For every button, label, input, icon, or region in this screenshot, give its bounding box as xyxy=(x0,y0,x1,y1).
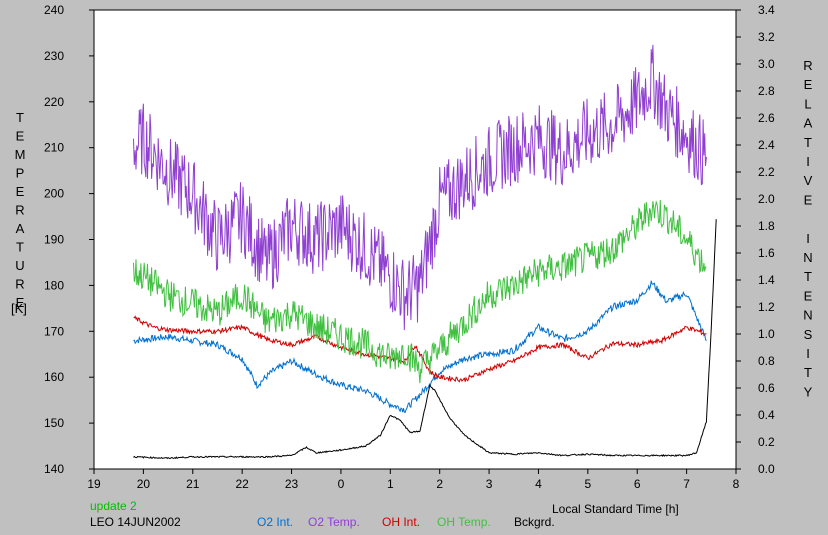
title-letter: E xyxy=(804,288,813,303)
title-letter: T xyxy=(804,135,812,150)
y-right-tick-label: 0.6 xyxy=(758,381,775,395)
y-right-tick-label: 0.8 xyxy=(758,354,775,368)
y-left-tick-label: 190 xyxy=(44,233,64,247)
legend-entry: O2 Int. xyxy=(257,515,293,529)
series-line-o2-temp xyxy=(133,44,707,331)
legend-entry: OH Temp. xyxy=(437,515,491,529)
x-tick-label: 7 xyxy=(683,477,690,491)
y-left-tick-label: 140 xyxy=(44,462,64,476)
title-letter: N xyxy=(803,250,812,265)
x-tick-label: 2 xyxy=(436,477,443,491)
x-tick-label: 8 xyxy=(733,477,740,491)
series-line-bckgrd xyxy=(133,219,717,460)
title-letter: I xyxy=(806,231,810,246)
title-letter: Y xyxy=(804,384,813,399)
title-letter: E xyxy=(16,295,25,310)
x-tick-label: 6 xyxy=(634,477,641,491)
y-right-tick-label: 1.0 xyxy=(758,327,775,341)
title-letter: R xyxy=(803,58,812,73)
y-left-tick-label: 150 xyxy=(44,416,64,430)
title-letter: T xyxy=(16,240,24,255)
series-line-o2-int xyxy=(133,280,707,414)
title-letter: R xyxy=(15,203,24,218)
axis-ticks xyxy=(89,9,741,474)
title-letter: V xyxy=(804,173,813,188)
title-letter: N xyxy=(803,308,812,323)
y-right-tick-label: 1.8 xyxy=(758,219,775,233)
y-right-tick-label: 2.2 xyxy=(758,165,775,179)
site-date-label: LEO 14JUN2002 xyxy=(90,515,181,529)
x-tick-label: 22 xyxy=(235,477,249,491)
title-letter: R xyxy=(15,277,24,292)
y-right-tick-label: 1.4 xyxy=(758,273,775,287)
y-left-tick-label: 180 xyxy=(44,278,64,292)
y-left-tick-label: 230 xyxy=(44,49,64,63)
title-letter: A xyxy=(804,116,813,131)
title-letter: T xyxy=(16,110,24,125)
legend-entry: Bckgrd. xyxy=(514,515,555,529)
y-left-tick-label: 210 xyxy=(44,141,64,155)
title-letter: S xyxy=(804,327,813,342)
x-axis-title: Local Standard Time [h] xyxy=(552,502,679,516)
title-letter: I xyxy=(806,154,810,169)
series-line-oh-int xyxy=(133,315,707,383)
title-letter: T xyxy=(804,365,812,380)
x-tick-label: 4 xyxy=(535,477,542,491)
y-right-tick-label: 2.4 xyxy=(758,138,775,152)
y-right-tick-label: 0.4 xyxy=(758,408,775,422)
legend: O2 Int. O2 Temp. OH Int. OH Temp. Bckgrd. xyxy=(257,515,555,529)
y-right-tick-label: 2.0 xyxy=(758,192,775,206)
title-letter: E xyxy=(804,77,813,92)
legend-entry: OH Int. xyxy=(382,515,420,529)
y-left-tick-label: 240 xyxy=(44,3,64,17)
series-lines xyxy=(133,44,717,460)
title-letter: I xyxy=(806,346,810,361)
title-letter: E xyxy=(804,192,813,207)
y-right-tick-label: 0.2 xyxy=(758,435,775,449)
plot-area xyxy=(93,9,737,470)
y-right-tick-label: 1.6 xyxy=(758,246,775,260)
title-letter: E xyxy=(16,129,25,144)
y-axis-left-unit: [K] xyxy=(11,301,27,316)
x-tick-label: 3 xyxy=(486,477,493,491)
x-tick-label: 23 xyxy=(285,477,299,491)
title-letter: U xyxy=(15,258,24,273)
x-tick-label: 19 xyxy=(87,477,101,491)
title-letter: M xyxy=(15,147,26,162)
legend-entry: O2 Temp. xyxy=(308,515,360,529)
y-right-tick-label: 3.0 xyxy=(758,57,775,71)
y-right-tick-label: 0.0 xyxy=(758,462,775,476)
title-letter: P xyxy=(16,166,25,181)
title-letter: A xyxy=(16,221,25,236)
y-right-tick-label: 2.8 xyxy=(758,84,775,98)
y-left-tick-label: 220 xyxy=(44,95,64,109)
title-letter: T xyxy=(804,269,812,284)
x-tick-label: 20 xyxy=(137,477,151,491)
x-tick-label: 0 xyxy=(338,477,345,491)
y-right-tick-label: 3.4 xyxy=(758,3,775,17)
status-text: update 2 xyxy=(90,499,137,513)
y-right-tick-label: 3.2 xyxy=(758,30,775,44)
x-tick-label: 21 xyxy=(186,477,200,491)
y-right-tick-label: 2.6 xyxy=(758,111,775,125)
x-tick-label: 1 xyxy=(387,477,394,491)
y-left-tick-label: 160 xyxy=(44,370,64,384)
tick-labels: 19 20 21 22 23 0 1 2 3 4 5 6 7 8140150160170180190200… xyxy=(44,3,775,491)
y-left-tick-label: 200 xyxy=(44,187,64,201)
title-letter: E xyxy=(16,184,25,199)
series-line-oh-temp xyxy=(133,199,707,384)
x-tick-label: 5 xyxy=(585,477,592,491)
title-letter: L xyxy=(804,96,811,111)
y-left-tick-label: 170 xyxy=(44,324,64,338)
y-right-tick-label: 1.2 xyxy=(758,300,775,314)
